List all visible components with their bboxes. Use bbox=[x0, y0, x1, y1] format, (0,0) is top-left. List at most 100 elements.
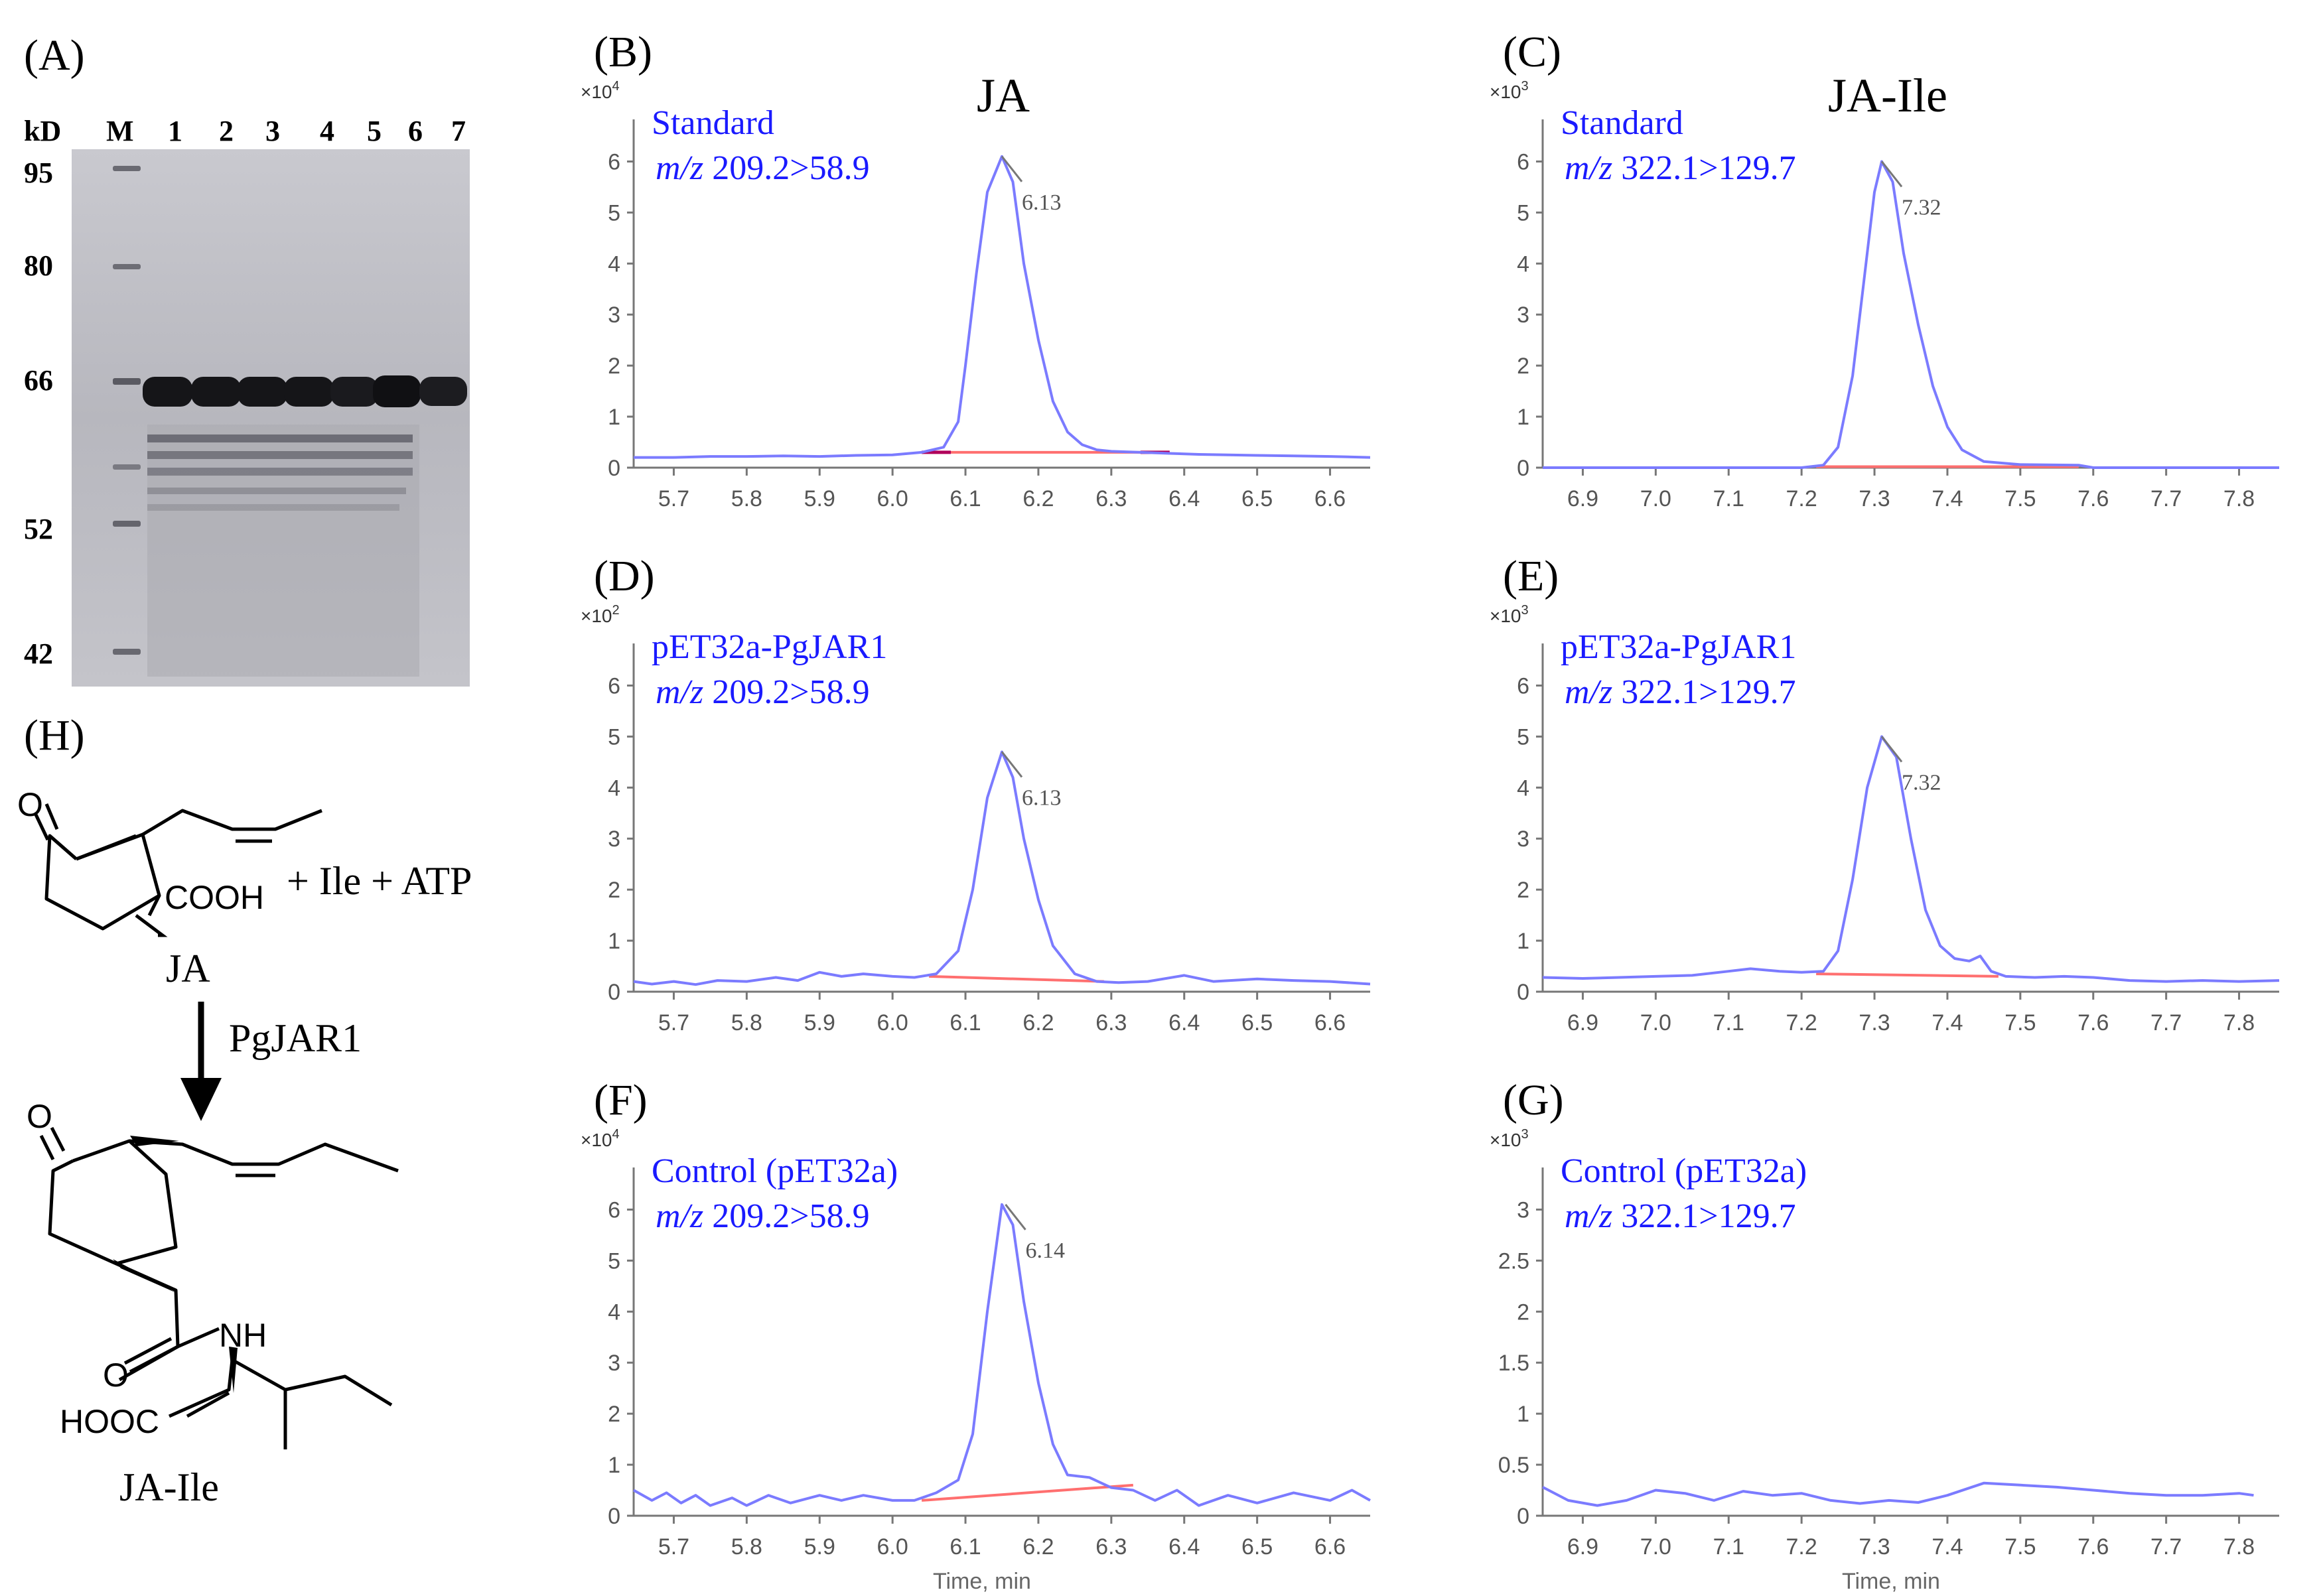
integration-baseline bbox=[921, 1483, 1133, 1502]
chromatogram-trace bbox=[1543, 160, 2279, 469]
x-tick-label: 7.4 bbox=[1932, 1010, 1963, 1035]
reaction-reagents: + Ile + ATP bbox=[287, 859, 472, 903]
chromatogram-trace bbox=[634, 155, 1371, 459]
y-tick-label: 0 bbox=[608, 980, 620, 1005]
peak-leader-line bbox=[1880, 161, 1903, 188]
y-exponent-label: ×104 bbox=[581, 1127, 620, 1150]
y-tick-label: 3 bbox=[1517, 302, 1529, 328]
column-title-ja: JA bbox=[977, 69, 1030, 122]
y-exponent-label: ×104 bbox=[581, 79, 620, 102]
y-tick-label: 2 bbox=[608, 354, 620, 379]
chromatogram-b: (B) ×104 0 1 2 3 4 5 6 5.7 5.8 5.9 6.0 6.1 6.2 6.3 6.4 6.… bbox=[581, 28, 1371, 511]
y-tick-label: 2 bbox=[608, 1402, 620, 1427]
y-tick-label: 1 bbox=[608, 929, 620, 954]
panel-letter: (B) bbox=[594, 28, 652, 76]
peak-retention-label: 7.32 bbox=[1902, 195, 1941, 220]
x-tick-label: 6.9 bbox=[1567, 1010, 1598, 1035]
x-tick-label: 7.5 bbox=[2004, 1010, 2036, 1035]
x-tick-label: 6.9 bbox=[1567, 1534, 1598, 1560]
x-tick-label: 5.8 bbox=[731, 1534, 762, 1560]
product-label: JA-Ile bbox=[119, 1465, 219, 1509]
x-tick-label: 6.4 bbox=[1168, 1010, 1200, 1035]
x-tick-label: 6.0 bbox=[877, 486, 908, 511]
gel-lane-label: 1 bbox=[168, 115, 182, 147]
gel-lane-label: 7 bbox=[451, 115, 466, 147]
y-tick-label: 3 bbox=[608, 827, 620, 852]
y-tick-label: 1.5 bbox=[1498, 1351, 1529, 1376]
ja-ile-nh: NH bbox=[219, 1317, 267, 1354]
column-title-ja-ile: JA-Ile bbox=[1828, 69, 1947, 122]
y-tick-label: 4 bbox=[608, 251, 620, 277]
x-tick-label: 7.4 bbox=[1932, 486, 1963, 511]
x-tick-label: 7.8 bbox=[2223, 486, 2255, 511]
y-tick-label: 2 bbox=[1517, 1299, 1529, 1325]
chromatogram-trace bbox=[633, 750, 1371, 986]
y-tick-label: 2 bbox=[1517, 878, 1529, 903]
y-tick-label: 4 bbox=[1517, 775, 1529, 801]
y-tick-label: 3 bbox=[1517, 1197, 1529, 1223]
legend-transition: m/z 322.1>129.7 bbox=[1565, 1197, 1796, 1235]
x-tick-label: 7.7 bbox=[2150, 486, 2182, 511]
y-tick-label: 0.5 bbox=[1498, 1453, 1529, 1478]
panel-letter: (D) bbox=[594, 552, 655, 600]
gel-lane-label: 4 bbox=[320, 115, 334, 147]
x-tick-label: 6.5 bbox=[1241, 486, 1273, 511]
ja-ile-carbonyl bbox=[123, 1337, 179, 1374]
x-tick-label: 6.6 bbox=[1314, 1534, 1346, 1560]
legend-transition: m/z 322.1>129.7 bbox=[1565, 673, 1796, 711]
gel-image bbox=[72, 149, 470, 687]
peak-retention-label: 6.13 bbox=[1022, 190, 1062, 215]
gel-marker-label: 52 bbox=[24, 513, 53, 545]
y-tick-label: 5 bbox=[608, 724, 620, 750]
gel-lane-label: 6 bbox=[408, 115, 423, 147]
y-tick-label: 5 bbox=[608, 1248, 620, 1274]
legend-transition: m/z 322.1>129.7 bbox=[1565, 149, 1796, 187]
y-tick-label: 4 bbox=[608, 775, 620, 801]
panel-letter: (C) bbox=[1503, 28, 1561, 76]
ja-ile-amide-o: O bbox=[103, 1357, 129, 1394]
chromatogram-e: (E) ×103 0 1 2 3 4 5 6 6.9 7.0 7.1 7.2 7.3 7.4 7.5 7.6 7.… bbox=[1490, 552, 2280, 1035]
y-tick-label: 1 bbox=[1517, 405, 1529, 430]
y-exponent-label: ×103 bbox=[1490, 603, 1529, 626]
y-exponent-label: ×103 bbox=[1490, 1127, 1529, 1150]
x-tick-label: 7.8 bbox=[2223, 1534, 2255, 1560]
x-tick-label: 7.4 bbox=[1932, 1534, 1963, 1560]
gel-lane-labels: 1 2 3 4 5 6 7 bbox=[168, 115, 466, 147]
legend-sample-name: pET32a-PgJAR1 bbox=[652, 628, 887, 666]
y-tick-label: 6 bbox=[1517, 149, 1529, 174]
substrate-label: JA bbox=[166, 947, 210, 990]
legend-transition: m/z 209.2>58.9 bbox=[656, 149, 870, 187]
chromatogram-trace bbox=[633, 1203, 1371, 1507]
legend-sample-name: pET32a-PgJAR1 bbox=[1561, 628, 1796, 666]
x-tick-label: 7.3 bbox=[1859, 1010, 1890, 1035]
x-tick-label: 7.6 bbox=[2077, 1534, 2109, 1560]
y-tick-label: 5 bbox=[1517, 200, 1529, 226]
y-tick-label: 6 bbox=[608, 149, 620, 174]
x-tick-label: 6.2 bbox=[1022, 1010, 1054, 1035]
gel-lane-label: 3 bbox=[265, 115, 280, 147]
x-tick-label: 7.8 bbox=[2223, 1010, 2255, 1035]
y-tick-label: 3 bbox=[608, 1351, 620, 1376]
y-tick-label: 0 bbox=[1517, 980, 1529, 1005]
chromatogram-trace bbox=[1542, 1481, 2254, 1507]
y-tick-label: 0 bbox=[1517, 456, 1529, 481]
x-axis-label: Time, min bbox=[933, 1569, 1031, 1594]
x-tick-label: 6.5 bbox=[1241, 1534, 1273, 1560]
x-tick-label: 6.1 bbox=[949, 1534, 981, 1560]
x-tick-label: 7.0 bbox=[1640, 486, 1671, 511]
x-tick-label: 6.6 bbox=[1314, 486, 1346, 511]
gel-marker-labels: 95 80 66 52 42 bbox=[24, 157, 53, 670]
enzyme-label: PgJAR1 bbox=[229, 1016, 362, 1060]
x-tick-label: 7.6 bbox=[2077, 486, 2109, 511]
x-tick-label: 7.0 bbox=[1640, 1010, 1671, 1035]
reaction-arrow bbox=[180, 1002, 222, 1121]
x-tick-label: 6.3 bbox=[1095, 1534, 1127, 1560]
panel-h-letter: (H) bbox=[24, 711, 85, 760]
y-tick-label: 6 bbox=[1517, 673, 1529, 698]
ja-ile-ketone-o: O bbox=[27, 1098, 52, 1135]
x-tick-label: 6.1 bbox=[949, 486, 981, 511]
x-tick-label: 7.7 bbox=[2150, 1010, 2182, 1035]
peak-leader-line bbox=[1005, 1203, 1026, 1230]
y-tick-label: 4 bbox=[1517, 251, 1529, 277]
